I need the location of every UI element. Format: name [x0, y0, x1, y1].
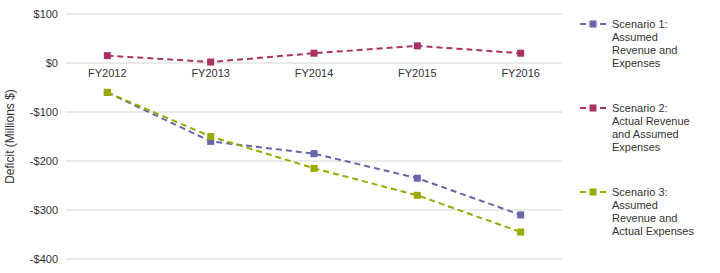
point [207, 59, 214, 66]
x-tick-label: FY2013 [191, 67, 230, 79]
y-tick-label: $100 [34, 8, 58, 20]
x-axis: FY2012 FY2013 FY2014 FY2015 FY2016 [88, 67, 540, 79]
point [207, 133, 214, 140]
legend-item: Scenario 2:Actual Revenueand AssumedExpe… [580, 102, 690, 153]
legend-label: Scenario 1:AssumedRevenue andExpenses [612, 18, 677, 69]
point [104, 89, 111, 96]
grid-line [66, 210, 562, 211]
grid-line [66, 63, 562, 64]
line [107, 92, 520, 214]
y-tick-label: -$100 [30, 106, 58, 118]
point [311, 150, 318, 157]
x-tick-label: FY2015 [398, 67, 437, 79]
legend-item: Scenario 1:AssumedRevenue andExpenses [580, 18, 677, 69]
y-tick-label: -$300 [30, 204, 58, 216]
point [311, 50, 318, 57]
grid-line [66, 14, 562, 15]
y-axis: -$400 -$300 -$200 -$100 $0 $100 [30, 8, 58, 265]
point [311, 165, 318, 172]
plot-area [104, 42, 524, 235]
grid-line [66, 112, 562, 113]
legend-marker [590, 21, 597, 28]
legend-marker [590, 105, 597, 112]
legend-label: Scenario 2:Actual Revenueand AssumedExpe… [612, 102, 690, 153]
point [104, 52, 111, 59]
legend: Scenario 1:AssumedRevenue andExpenses Sce… [580, 18, 694, 237]
y-tick-label: $0 [46, 57, 58, 69]
series [104, 89, 524, 219]
grid-line [66, 259, 562, 260]
line [107, 92, 520, 232]
series [104, 42, 524, 65]
legend-label: Scenario 3:AssumedRevenue andActual Expe… [612, 186, 694, 237]
chart: -$400 -$300 -$200 -$100 $0 $100 Deficit (Milli… [0, 0, 720, 273]
x-tick-label: FY2012 [88, 67, 127, 79]
legend-item: Scenario 3:AssumedRevenue andActual Expe… [580, 186, 694, 237]
point [517, 50, 524, 57]
point [414, 42, 421, 49]
grid [66, 14, 562, 259]
x-tick-label: FY2016 [501, 67, 540, 79]
series [104, 89, 524, 236]
y-tick-label: -$400 [30, 253, 58, 265]
grid-line [66, 161, 562, 162]
legend-marker [590, 189, 597, 196]
y-tick-label: -$200 [30, 155, 58, 167]
y-axis-label: Deficit (Millions $) [3, 89, 17, 184]
point [414, 192, 421, 199]
line [107, 46, 520, 62]
point [104, 89, 111, 96]
point [517, 229, 524, 236]
point [414, 175, 421, 182]
point [517, 211, 524, 218]
x-tick-label: FY2014 [295, 67, 334, 79]
